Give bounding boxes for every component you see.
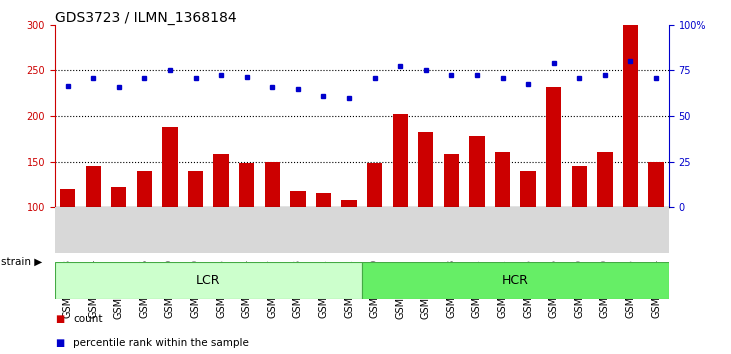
Bar	[520, 171, 536, 207]
Bar	[265, 161, 280, 207]
Text: strain ▶: strain ▶	[1, 257, 42, 267]
Text: HCR: HCR	[502, 274, 529, 287]
Bar	[60, 189, 75, 207]
Bar	[86, 166, 101, 207]
Text: ■: ■	[55, 314, 64, 324]
Bar	[213, 154, 229, 207]
Text: percentile rank within the sample: percentile rank within the sample	[73, 338, 249, 348]
Bar	[546, 87, 561, 207]
Bar	[188, 171, 203, 207]
Bar	[362, 262, 669, 299]
Bar	[495, 152, 510, 207]
Bar	[393, 114, 408, 207]
Bar	[469, 136, 485, 207]
Text: ■: ■	[55, 338, 64, 348]
Bar	[239, 163, 254, 207]
Bar	[290, 191, 306, 207]
Bar	[623, 25, 638, 207]
Bar	[111, 187, 126, 207]
Bar	[316, 193, 331, 207]
Bar	[55, 262, 362, 299]
Text: count: count	[73, 314, 102, 324]
Bar	[572, 166, 587, 207]
Bar	[444, 154, 459, 207]
Text: GDS3723 / ILMN_1368184: GDS3723 / ILMN_1368184	[55, 11, 236, 25]
Bar	[137, 171, 152, 207]
Bar	[418, 132, 433, 207]
Bar	[367, 163, 382, 207]
Bar	[597, 152, 613, 207]
Bar	[162, 127, 178, 207]
Text: LCR: LCR	[196, 274, 221, 287]
Bar	[648, 161, 664, 207]
Bar	[341, 200, 357, 207]
